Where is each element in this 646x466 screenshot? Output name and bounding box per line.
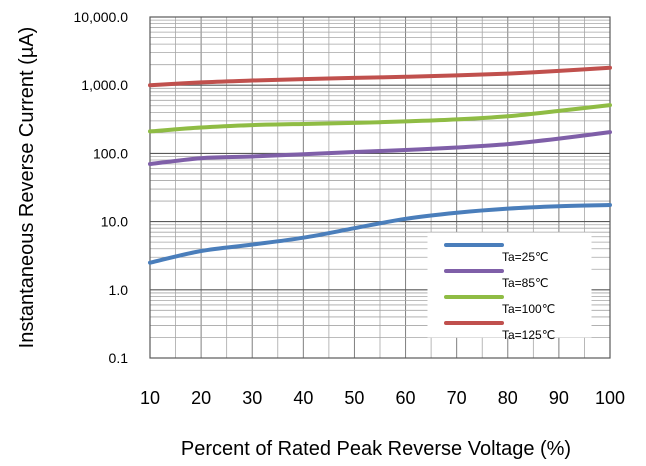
x-tick-label: 70: [447, 388, 467, 408]
x-tick-label: 60: [396, 388, 416, 408]
x-tick-label: 90: [549, 388, 569, 408]
x-tick-label: 80: [498, 388, 518, 408]
x-tick-label: 30: [242, 388, 262, 408]
series-line-1: [148, 203, 612, 265]
series-lines: [148, 65, 612, 265]
legend-label: Ta=125℃: [502, 328, 555, 342]
y-tick-labels: 0.1 1.0 10.0 100.0 1,000.0 10,000.0: [74, 9, 129, 366]
x-tick-labels: 10 20 30 40 50 60 70 80 90 100: [140, 388, 625, 408]
y-tick-label: 10.0: [101, 214, 128, 230]
y-axis-label: Instantaneous Reverse Current (µA): [16, 27, 38, 349]
x-tick-label: 50: [344, 388, 364, 408]
y-tick-label: 1.0: [109, 282, 129, 298]
x-axis-label: Percent of Rated Peak Reverse Voltage (%…: [181, 438, 571, 460]
y-tick-label: 0.1: [109, 350, 129, 366]
y-tick-label: 10,000.0: [74, 9, 129, 25]
plot-frame: [149, 16, 611, 359]
legend: Ta=25℃ Ta=85℃ Ta=100℃ Ta=125℃: [427, 232, 592, 342]
x-tick-label: 100: [595, 388, 625, 408]
legend-label: Ta=85℃: [502, 276, 549, 290]
series-line-3: [148, 103, 612, 134]
series-line-2: [148, 130, 612, 166]
y-tick-label: 100.0: [93, 145, 128, 161]
legend-label: Ta=25℃: [502, 250, 549, 264]
legend-label: Ta=100℃: [502, 302, 555, 316]
series-line-4: [148, 65, 612, 88]
x-tick-label: 40: [293, 388, 313, 408]
x-tick-label: 10: [140, 388, 160, 408]
legend-box: [427, 232, 592, 338]
y-tick-label: 1,000.0: [81, 77, 128, 93]
x-tick-label: 20: [191, 388, 211, 408]
